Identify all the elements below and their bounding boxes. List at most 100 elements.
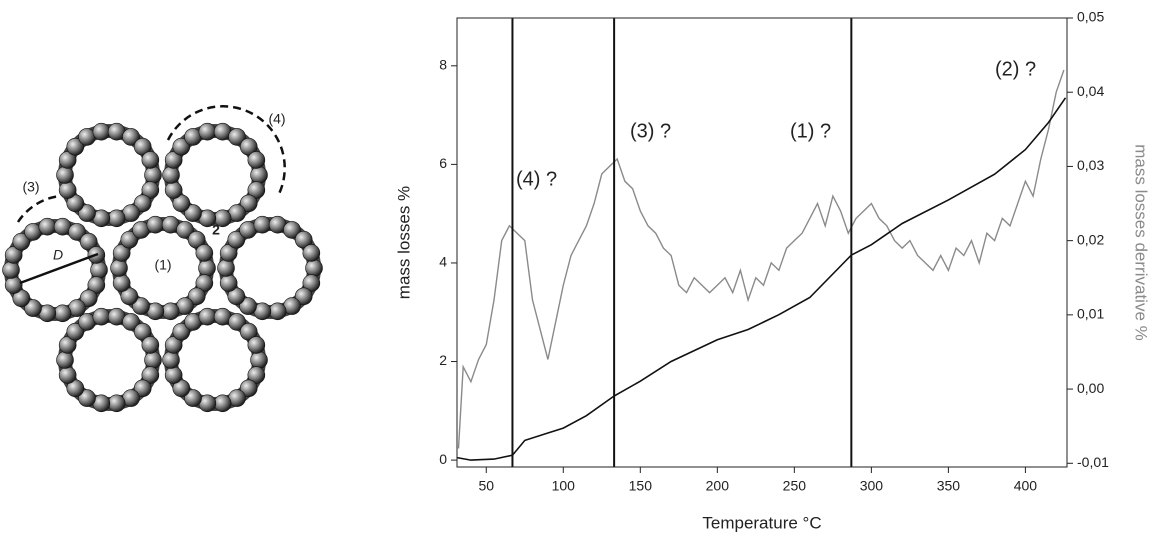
atom — [66, 137, 85, 156]
dashed-arc — [166, 105, 286, 197]
atom — [38, 217, 57, 236]
atom — [133, 137, 152, 156]
atom — [58, 336, 77, 354]
atom — [107, 209, 126, 228]
annotation: (1) ? — [790, 120, 831, 142]
atom — [294, 230, 313, 249]
atom — [56, 166, 74, 184]
dashed-arc — [16, 194, 61, 223]
atom — [239, 194, 258, 213]
atom — [198, 122, 217, 141]
atom — [172, 194, 191, 213]
y2-tick-label: 0,05 — [1077, 9, 1104, 25]
atom — [172, 137, 191, 156]
atom — [253, 215, 272, 234]
atom — [120, 230, 139, 249]
atom — [4, 246, 23, 264]
atom — [239, 137, 258, 156]
atom — [132, 297, 150, 315]
atom — [78, 389, 96, 407]
atom — [144, 166, 162, 184]
y2-tick-label: 0,02 — [1077, 231, 1104, 247]
atom — [294, 287, 313, 306]
nanotube-bundle-diagram — [2, 105, 323, 413]
diagram-label: (4) — [268, 111, 285, 127]
atom — [164, 366, 183, 384]
x-tick-label: 300 — [860, 478, 884, 494]
atom — [268, 302, 287, 321]
y2-tick-label: 0,04 — [1077, 83, 1104, 99]
atom — [66, 379, 85, 398]
atom — [53, 304, 72, 323]
atom — [187, 230, 206, 249]
atom — [164, 151, 183, 169]
x-tick-label: 350 — [937, 478, 961, 494]
atom — [239, 322, 258, 341]
atom — [172, 322, 191, 341]
atom — [120, 287, 139, 306]
atom — [162, 166, 180, 184]
y2-tick-label: 0,03 — [1077, 157, 1104, 173]
atom — [58, 181, 77, 199]
atom — [58, 151, 77, 169]
atom — [58, 366, 77, 384]
atom — [164, 181, 183, 199]
annotation: (2) ? — [995, 58, 1036, 80]
atom — [195, 274, 214, 292]
y2-tick-label: -0,01 — [1077, 454, 1109, 470]
x-tick-label: 400 — [1014, 478, 1038, 494]
atom — [247, 336, 266, 354]
atom — [161, 302, 180, 321]
atom — [90, 261, 108, 279]
atom — [24, 299, 42, 317]
atom — [250, 351, 268, 369]
x-tick-label: 250 — [783, 478, 807, 494]
atom — [133, 322, 152, 341]
atom — [133, 194, 152, 213]
atom — [2, 261, 20, 279]
atom — [107, 394, 126, 413]
y2-axis-label: mass losses derrivative % — [1132, 144, 1151, 341]
atom — [141, 151, 160, 169]
atom — [176, 221, 194, 239]
y-tick-label: 2 — [439, 352, 447, 368]
atom — [66, 322, 85, 341]
atom — [217, 259, 235, 277]
diagram-label: (3) — [22, 179, 39, 195]
atom — [122, 313, 140, 331]
atom — [164, 336, 183, 354]
data-line — [457, 69, 1065, 449]
atom — [239, 297, 257, 315]
atom — [302, 274, 321, 292]
atom — [227, 230, 246, 249]
atom — [68, 223, 86, 241]
atom — [172, 379, 191, 398]
x-tick-label: 50 — [478, 478, 494, 494]
x-axis-label: Temperature °C — [702, 513, 821, 532]
atom — [213, 394, 232, 413]
atom — [219, 244, 238, 262]
atom — [247, 366, 266, 384]
atom — [247, 181, 266, 199]
atom — [198, 259, 216, 277]
atom — [110, 259, 128, 277]
atom — [305, 259, 323, 277]
atom — [144, 351, 162, 369]
atom — [184, 204, 202, 222]
annotation: (3) ? — [630, 120, 671, 142]
atom — [239, 379, 258, 398]
atom — [187, 287, 206, 306]
atom — [79, 289, 98, 308]
atom — [4, 276, 23, 294]
x-tick-label: 150 — [629, 478, 653, 494]
atom — [146, 215, 165, 234]
diagram-label: D — [53, 247, 63, 263]
diagram-label: (1) — [154, 257, 171, 273]
y-tick-label: 8 — [439, 57, 447, 73]
diagram-label: 2 — [212, 222, 220, 238]
atom — [66, 194, 85, 213]
y2-tick-label: 0,01 — [1077, 306, 1104, 322]
atom — [227, 287, 246, 306]
diameter-arrow — [19, 252, 99, 285]
